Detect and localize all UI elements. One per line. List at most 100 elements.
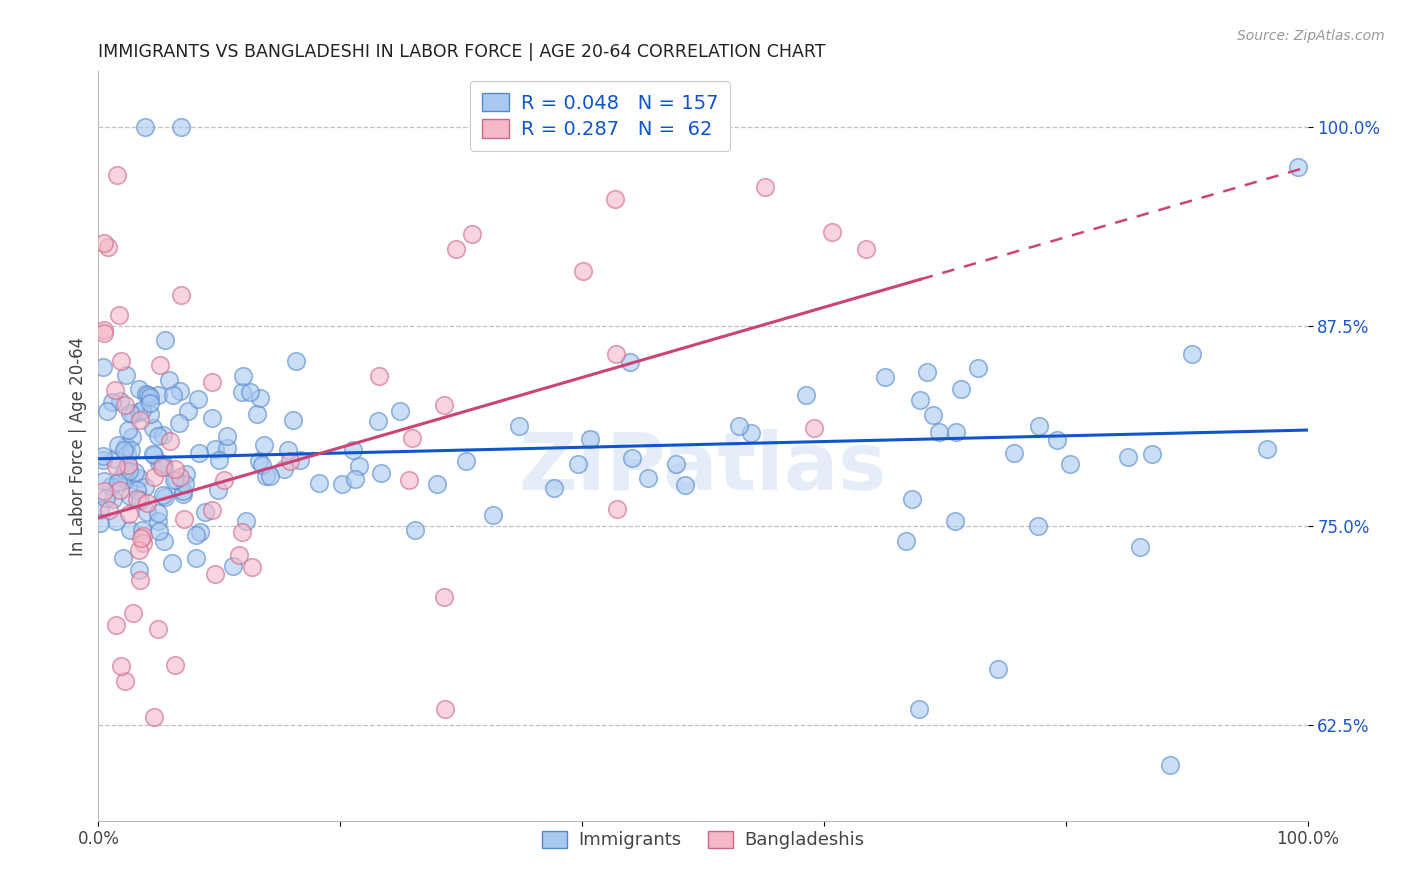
Point <box>821 225 844 239</box>
Point <box>754 179 776 194</box>
Point <box>454 454 477 468</box>
Point <box>153 459 176 474</box>
Point <box>89 503 111 517</box>
Point <box>132 536 155 550</box>
Point <box>204 567 226 582</box>
Point <box>107 438 129 452</box>
Point <box>461 227 484 241</box>
Point <box>118 406 141 420</box>
Point <box>665 458 688 472</box>
Point <box>111 470 134 484</box>
Point <box>128 542 150 557</box>
Point <box>204 442 226 457</box>
Point <box>201 376 224 390</box>
Point <box>1129 540 1152 554</box>
Point <box>122 407 145 421</box>
Point <box>162 473 184 487</box>
Point <box>579 432 602 446</box>
Point <box>152 428 174 442</box>
Point <box>128 382 150 396</box>
Point <box>93 326 115 340</box>
Point <box>1159 757 1181 772</box>
Point <box>136 387 159 401</box>
Point <box>170 287 193 301</box>
Point <box>344 472 367 486</box>
Point <box>114 398 136 412</box>
Point <box>96 404 118 418</box>
Point <box>135 505 157 519</box>
Point <box>673 478 696 492</box>
Point <box>508 419 530 434</box>
Point <box>93 236 115 251</box>
Point <box>207 483 229 497</box>
Point <box>128 563 150 577</box>
Point <box>114 368 136 382</box>
Y-axis label: In Labor Force | Age 20-64: In Labor Force | Age 20-64 <box>69 336 87 556</box>
Text: ZIPatlas: ZIPatlas <box>519 429 887 508</box>
Point <box>169 384 191 399</box>
Point <box>120 443 142 458</box>
Point <box>129 573 152 587</box>
Point <box>108 308 131 322</box>
Point <box>855 242 877 256</box>
Point <box>148 524 170 538</box>
Point <box>91 449 114 463</box>
Point <box>388 404 411 418</box>
Point <box>188 446 211 460</box>
Point <box>174 477 197 491</box>
Point <box>908 392 931 407</box>
Point <box>949 382 972 396</box>
Point <box>100 479 122 493</box>
Point <box>110 658 132 673</box>
Point <box>740 425 762 440</box>
Point <box>796 388 818 402</box>
Point <box>134 480 156 494</box>
Point <box>330 476 353 491</box>
Point <box>728 418 751 433</box>
Point <box>143 448 166 462</box>
Point <box>249 392 271 406</box>
Point <box>114 674 136 689</box>
Point <box>901 492 924 507</box>
Point <box>247 454 270 468</box>
Point <box>118 508 141 522</box>
Point <box>135 387 157 401</box>
Point <box>150 459 173 474</box>
Point <box>231 385 253 400</box>
Point <box>124 465 146 479</box>
Point <box>97 240 120 254</box>
Point <box>342 443 364 458</box>
Point <box>165 473 187 487</box>
Point <box>894 534 917 549</box>
Point <box>131 402 153 417</box>
Point <box>404 524 426 538</box>
Point <box>93 483 115 498</box>
Point <box>201 411 224 425</box>
Point <box>1116 450 1139 465</box>
Point <box>160 556 183 570</box>
Point <box>107 475 129 489</box>
Point <box>96 491 118 505</box>
Point <box>167 416 190 430</box>
Point <box>172 487 194 501</box>
Point <box>398 473 420 487</box>
Point <box>259 468 281 483</box>
Text: Source: ZipAtlas.com: Source: ZipAtlas.com <box>1237 29 1385 43</box>
Point <box>142 447 165 461</box>
Point <box>921 408 943 422</box>
Point <box>621 450 644 465</box>
Point <box>104 618 127 632</box>
Point <box>135 496 157 510</box>
Point <box>112 442 135 457</box>
Point <box>152 534 174 549</box>
Point <box>253 438 276 452</box>
Point <box>232 369 254 384</box>
Point <box>433 399 456 413</box>
Point <box>105 168 128 182</box>
Point <box>104 383 127 397</box>
Point <box>1256 442 1278 456</box>
Point <box>917 365 939 379</box>
Point <box>129 493 152 508</box>
Point <box>143 710 166 724</box>
Point <box>176 467 198 481</box>
